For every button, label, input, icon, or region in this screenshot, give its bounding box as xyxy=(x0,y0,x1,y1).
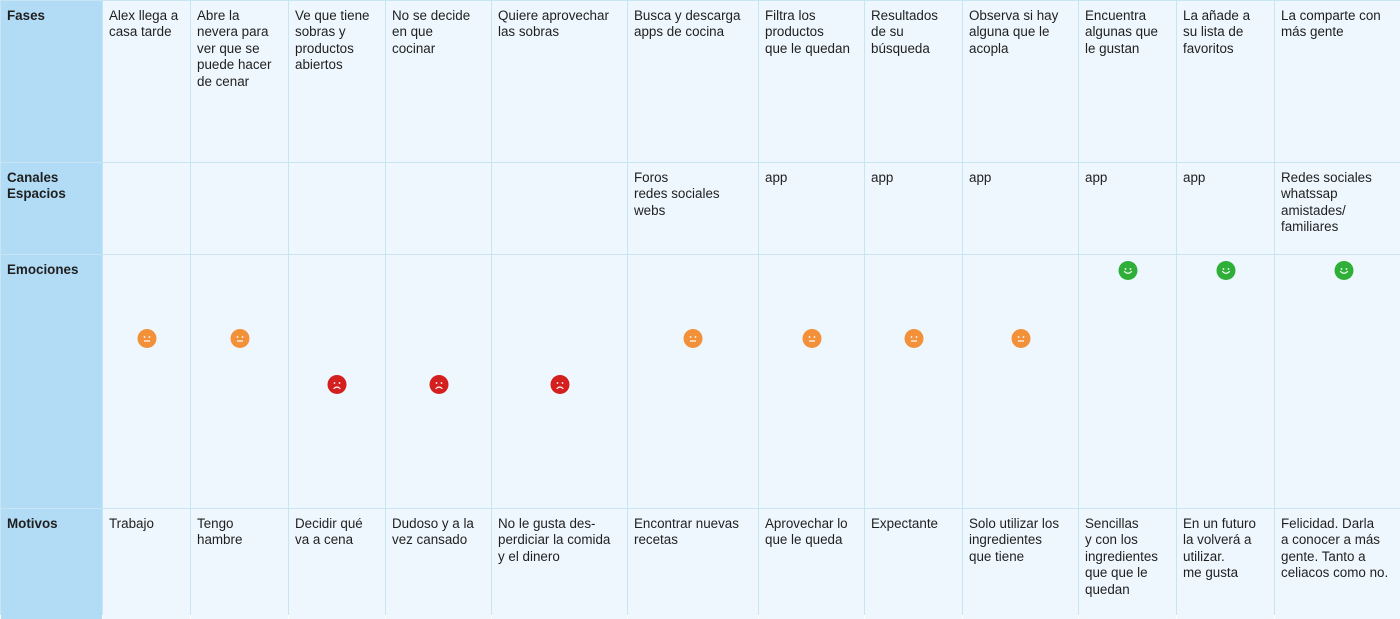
emocion-cell xyxy=(628,255,758,508)
motivo-cell: Solo utilizar los ingredientes que tiene xyxy=(963,509,1078,619)
canal-cell: app xyxy=(963,163,1078,254)
fase-cell: La comparte con más gente xyxy=(1275,1,1400,162)
row-label-fases: Fases xyxy=(1,1,102,162)
neutral-face-icon xyxy=(230,329,249,348)
canal-cell: app xyxy=(1177,163,1274,254)
fase-cell: Resultados de su búsqueda xyxy=(865,1,962,162)
motivo-cell: En un futuro la volverá a utilizar. me g… xyxy=(1177,509,1274,619)
emocion-cell xyxy=(759,255,864,508)
emocion-cell xyxy=(289,255,385,508)
fase-cell: No se decide en que cocinar xyxy=(386,1,491,162)
fase-cell: La añade a su lista de favoritos xyxy=(1177,1,1274,162)
happy-face-icon xyxy=(1334,261,1354,280)
canal-cell xyxy=(289,163,385,254)
canal-cell xyxy=(386,163,491,254)
sad-face-icon xyxy=(550,375,569,394)
emocion-cell xyxy=(1177,255,1274,508)
fase-cell: Alex llega a casa tarde xyxy=(103,1,190,162)
sad-face-icon xyxy=(327,375,347,394)
canal-cell xyxy=(103,163,190,254)
sad-face-icon xyxy=(429,375,448,394)
fase-cell: Observa si hay alguna que le acopla xyxy=(963,1,1078,162)
canal-cell xyxy=(191,163,288,254)
happy-face-icon xyxy=(1216,261,1235,280)
happy-face-icon xyxy=(1118,261,1137,280)
row-label-emociones: Emociones xyxy=(1,255,102,508)
motivo-cell: No le gusta des- perdiciar la comida y e… xyxy=(492,509,627,619)
fase-cell: Filtra los productos que le quedan xyxy=(759,1,864,162)
neutral-face-icon xyxy=(802,329,821,348)
row-label-motivos: Motivos xyxy=(1,509,102,619)
emocion-cell xyxy=(103,255,190,508)
emocion-cell xyxy=(191,255,288,508)
canal-cell: app xyxy=(1079,163,1176,254)
emocion-cell xyxy=(386,255,491,508)
fase-cell: Encuentra algunas que le gustan xyxy=(1079,1,1176,162)
emocion-cell xyxy=(963,255,1078,508)
neutral-face-icon xyxy=(904,329,923,348)
row-label-canales: Canales Espacios xyxy=(1,163,102,254)
neutral-face-icon xyxy=(1011,329,1030,348)
canal-cell: app xyxy=(759,163,864,254)
fase-cell: Busca y descarga apps de cocina xyxy=(628,1,758,162)
motivo-cell: Expectante xyxy=(865,509,962,619)
canal-cell xyxy=(492,163,627,254)
motivo-cell: Aprovechar lo que le queda xyxy=(759,509,864,619)
motivo-cell: Decidir qué va a cena xyxy=(289,509,385,619)
fase-cell: Quiere aprovechar las sobras xyxy=(492,1,627,162)
motivo-cell: Trabajo xyxy=(103,509,190,619)
fase-cell: Abre la nevera para ver que se puede hac… xyxy=(191,1,288,162)
motivo-cell: Sencillas y con los ingredientes que que… xyxy=(1079,509,1176,619)
canal-cell: app xyxy=(865,163,962,254)
emocion-cell xyxy=(865,255,962,508)
emocion-cell xyxy=(1275,255,1400,508)
emocion-cell xyxy=(1079,255,1176,508)
fase-cell: Ve que tiene sobras y productos abiertos xyxy=(289,1,385,162)
motivo-cell: Felicidad. Darla a conocer a más gente. … xyxy=(1275,509,1400,619)
motivo-cell: Encontrar nuevas recetas xyxy=(628,509,758,619)
motivo-cell: Dudoso y a la vez cansado xyxy=(386,509,491,619)
canal-cell: Redes sociales whatssap amistades/ famil… xyxy=(1275,163,1400,254)
motivo-cell: Tengo hambre xyxy=(191,509,288,619)
emocion-cell xyxy=(492,255,627,508)
canal-cell: Foros redes sociales webs xyxy=(628,163,758,254)
neutral-face-icon xyxy=(683,329,703,348)
neutral-face-icon xyxy=(137,329,156,348)
